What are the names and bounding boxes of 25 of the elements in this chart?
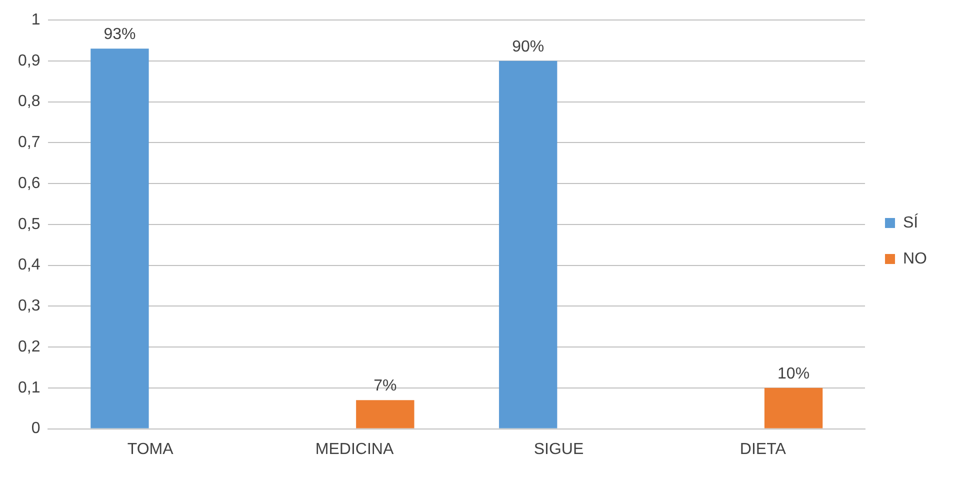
y-tick-label: 0 bbox=[31, 420, 40, 438]
data-label: 90% bbox=[512, 38, 544, 56]
x-tick-label: TOMA bbox=[127, 440, 174, 458]
data-label: 93% bbox=[104, 26, 136, 44]
y-tick-label: 0,6 bbox=[18, 174, 40, 192]
y-tick-label: 0,4 bbox=[18, 256, 40, 274]
bar bbox=[764, 388, 823, 428]
x-tick-label: SIGUE bbox=[534, 440, 584, 458]
y-tick-label: 0,8 bbox=[18, 93, 40, 110]
data-label: 10% bbox=[778, 365, 810, 382]
y-tick-label: 0,5 bbox=[18, 216, 40, 233]
legend-label: SÍ bbox=[903, 213, 919, 232]
y-tick-label: 0,3 bbox=[18, 298, 40, 315]
bar bbox=[356, 400, 414, 428]
legend-label: NO bbox=[903, 250, 927, 268]
bar bbox=[90, 48, 149, 428]
y-tick-label: 0,9 bbox=[18, 52, 40, 70]
data-label: 7% bbox=[374, 378, 397, 395]
y-tick-label: 1 bbox=[31, 11, 40, 28]
bar bbox=[498, 60, 558, 428]
x-tick-label: MEDICINA bbox=[315, 440, 394, 458]
x-tick-label: DIETA bbox=[740, 440, 786, 458]
y-tick-label: 0,2 bbox=[18, 338, 40, 356]
y-tick-label: 0,7 bbox=[18, 134, 40, 152]
y-tick-label: 0,1 bbox=[18, 379, 40, 396]
